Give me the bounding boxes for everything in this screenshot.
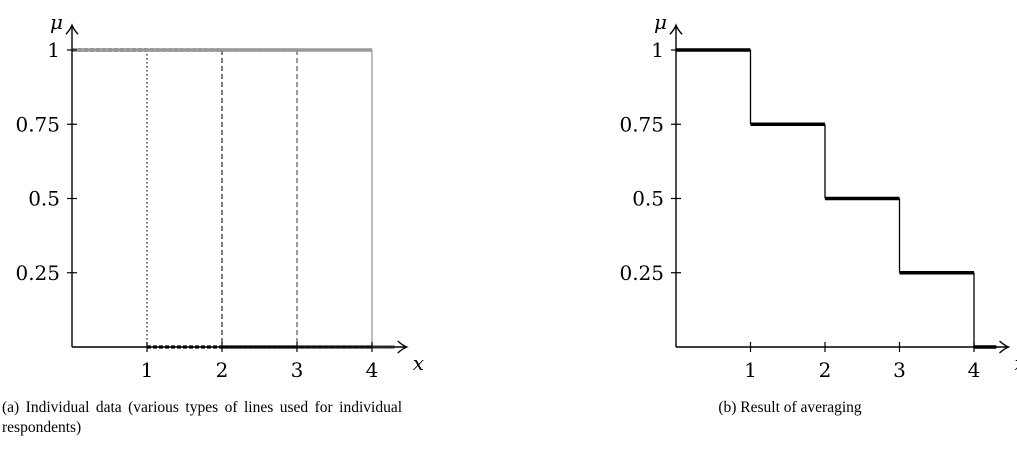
y-tick-label: 0.75 <box>619 112 664 136</box>
y-axis-label: μ <box>654 10 667 34</box>
x-tick-label: 3 <box>291 358 304 382</box>
series-line-1 <box>676 48 997 349</box>
y-tick-label: 0.5 <box>632 187 664 211</box>
series-line-4 <box>72 48 395 349</box>
y-tick-label: 0.5 <box>28 187 60 211</box>
y-axis-arrow-icon <box>669 23 683 35</box>
y-tick-label: 0.75 <box>15 112 60 136</box>
y-axis-arrow-icon <box>65 23 79 35</box>
x-tick-label: 1 <box>141 358 154 382</box>
chart-panel-a: 1 2 3 4 0.25 0.5 0.75 1 x μ <box>15 10 424 382</box>
x-tick-label: 2 <box>819 358 832 382</box>
x-tick-label: 3 <box>893 358 906 382</box>
y-tick-label: 1 <box>47 38 60 62</box>
x-tick-label: 4 <box>366 358 379 382</box>
series-line-1 <box>72 48 395 349</box>
x-axis-label: x <box>413 351 424 375</box>
y-axis-label: μ <box>50 10 63 34</box>
series-line-3 <box>72 48 395 349</box>
x-tick-label: 2 <box>216 358 229 382</box>
chart-panel-b: 1 2 3 4 0.25 0.5 0.75 1 x μ <box>619 10 1017 382</box>
x-axis-arrow-icon <box>999 340 1011 354</box>
series-line-2 <box>72 48 395 349</box>
x-tick-label: 4 <box>968 358 981 382</box>
x-axis-label: x <box>1015 351 1017 375</box>
y-tick-label: 0.25 <box>619 261 664 285</box>
caption-b: (b) Result of averaging <box>718 399 862 416</box>
figure: 1 2 3 4 0.25 0.5 0.75 1 x μ 1 2 3 4 0.25 0.5 0.75 1 x μ <box>15 10 1017 382</box>
y-tick-label: 0.25 <box>15 261 60 285</box>
caption-a: (a) Individual data (various types of li… <box>2 399 402 436</box>
x-tick-label: 1 <box>744 358 757 382</box>
x-axis-arrow-icon <box>397 340 409 354</box>
y-tick-label: 1 <box>651 38 664 62</box>
